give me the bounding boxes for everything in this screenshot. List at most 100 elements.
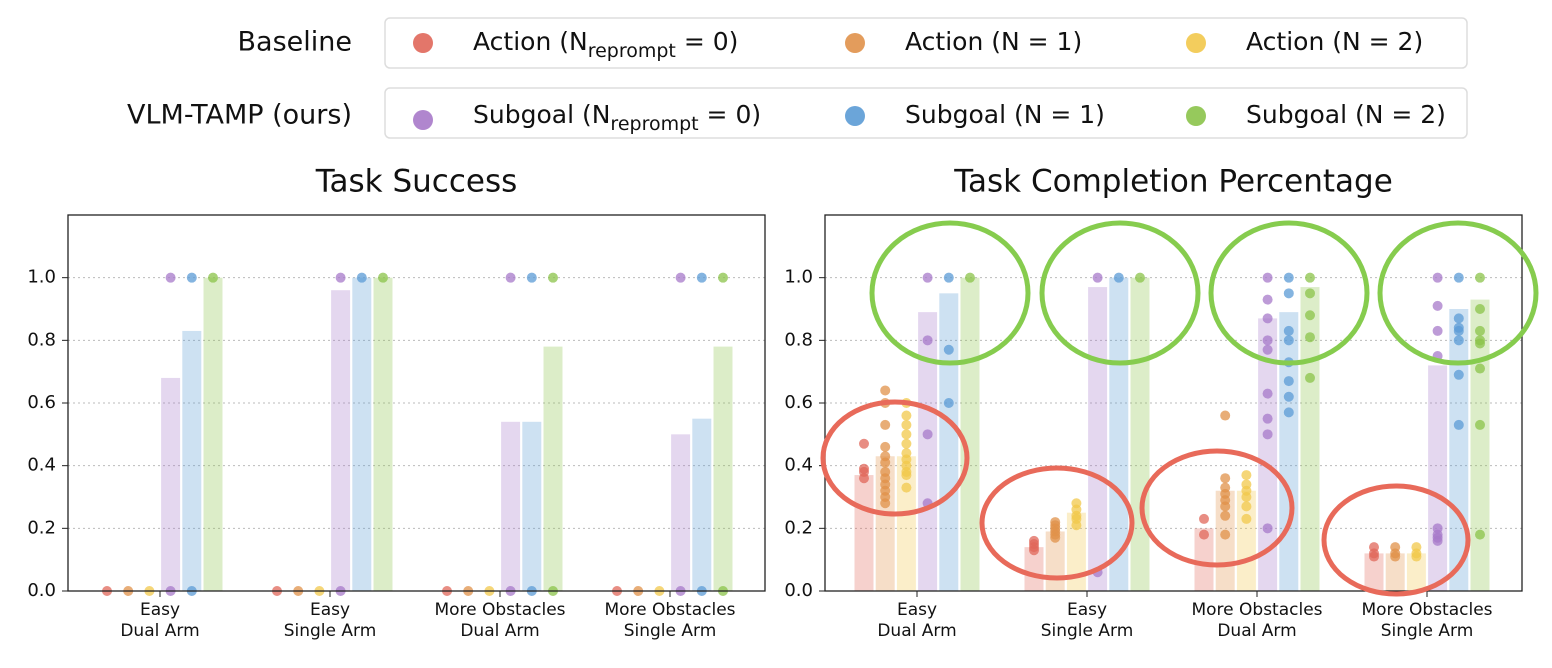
legend-box (384, 17, 1468, 69)
trial-point (1199, 529, 1209, 540)
trial-point (1453, 313, 1464, 324)
trial-point (1432, 523, 1443, 534)
y-tick-label: 0.2 (27, 517, 56, 538)
trial-point (1220, 482, 1231, 493)
trial-point (1220, 410, 1231, 421)
trial-point (1283, 288, 1294, 299)
y-tick-label: 0.2 (784, 517, 813, 538)
trial-point (1262, 429, 1273, 440)
trial-point (1262, 335, 1273, 346)
trial-point (943, 344, 954, 355)
plot-frame (67, 214, 766, 592)
bar (1258, 318, 1278, 591)
trial-point (1305, 272, 1315, 283)
trial-point (1241, 513, 1252, 524)
trial-point (1369, 542, 1379, 553)
trial-point (1475, 325, 1485, 336)
trial-point (1241, 501, 1252, 512)
x-tick-label: Dual Arm (1217, 621, 1296, 641)
trial-point (1475, 304, 1485, 314)
trial-point (1283, 376, 1294, 387)
bar (203, 277, 223, 591)
bar (896, 456, 916, 591)
trial-point (1475, 272, 1485, 283)
trial-point (1050, 517, 1061, 528)
trial-point (859, 438, 869, 449)
y-tick-label: 1.0 (784, 267, 813, 288)
trial-point (208, 272, 218, 283)
x-tick-label: Single Arm (1041, 621, 1134, 641)
bar (1428, 365, 1448, 591)
y-tick-label: 0.0 (784, 580, 813, 601)
trial-point (1262, 294, 1273, 305)
trial-point (1432, 300, 1443, 311)
bar (1194, 528, 1214, 591)
trial-point (1432, 325, 1443, 336)
trial-point (1453, 322, 1464, 333)
trial-point (1411, 542, 1422, 553)
bar (1024, 547, 1044, 591)
trial-point (1029, 535, 1039, 546)
y-tick-label: 0.8 (784, 329, 813, 350)
trial-point (901, 419, 912, 430)
trial-point (1241, 479, 1252, 490)
plot-frame (824, 214, 1523, 592)
trial-point (1283, 325, 1294, 336)
trial-point (1092, 272, 1103, 283)
trial-point (922, 429, 933, 440)
trial-point (901, 410, 912, 421)
trial-point (859, 463, 869, 474)
bar (960, 277, 980, 591)
trial-point (901, 482, 912, 493)
trial-point (1453, 419, 1464, 430)
y-tick-label: 0.8 (27, 329, 56, 350)
trial-point (901, 429, 912, 440)
highlight-ellipse (869, 220, 1031, 366)
bar (501, 421, 521, 591)
trial-point (335, 272, 346, 283)
bar (671, 434, 691, 591)
highlight-ellipse (820, 399, 970, 517)
legend-marker (845, 106, 865, 126)
y-tick-label: 0.4 (784, 455, 813, 476)
trial-point (1305, 372, 1315, 383)
x-tick-label: Easy (1067, 600, 1107, 620)
highlight-ellipse (1321, 483, 1471, 597)
y-tick-label: 1.0 (27, 267, 56, 288)
legend-label: Action (N = 2) (1246, 27, 1423, 56)
trial-point (1305, 332, 1315, 343)
trial-point (1475, 335, 1485, 346)
trial-point (880, 385, 891, 396)
bar (1364, 553, 1384, 591)
trial-point (1262, 313, 1273, 324)
trial-point (880, 441, 891, 452)
trial-point (1453, 335, 1464, 346)
x-tick-label: Dual Arm (460, 621, 539, 641)
trial-point (1262, 388, 1273, 399)
bar (1236, 490, 1256, 591)
highlight-ellipse (1208, 220, 1370, 366)
trial-point (1199, 513, 1209, 524)
trial-point (1283, 407, 1294, 418)
trial-point (1241, 470, 1252, 481)
x-tick-label: Dual Arm (877, 621, 956, 641)
trial-point (165, 272, 176, 283)
trial-point (901, 448, 912, 459)
trial-point (1071, 498, 1082, 509)
trial-point (880, 466, 891, 477)
y-tick-label: 0.0 (27, 580, 56, 601)
trial-point (378, 272, 388, 283)
bar (1088, 287, 1108, 591)
bar (522, 421, 542, 591)
trial-point (880, 419, 891, 430)
trial-point (965, 272, 975, 283)
trial-point (548, 272, 558, 283)
trial-point (1475, 363, 1485, 374)
y-tick-label: 0.6 (784, 392, 813, 413)
x-tick-label: Single Arm (284, 621, 377, 641)
legend-marker (1186, 106, 1206, 126)
bar (713, 346, 733, 591)
legend-marker (1186, 33, 1206, 53)
x-tick-label: Single Arm (624, 621, 717, 641)
trial-point (1453, 272, 1464, 283)
